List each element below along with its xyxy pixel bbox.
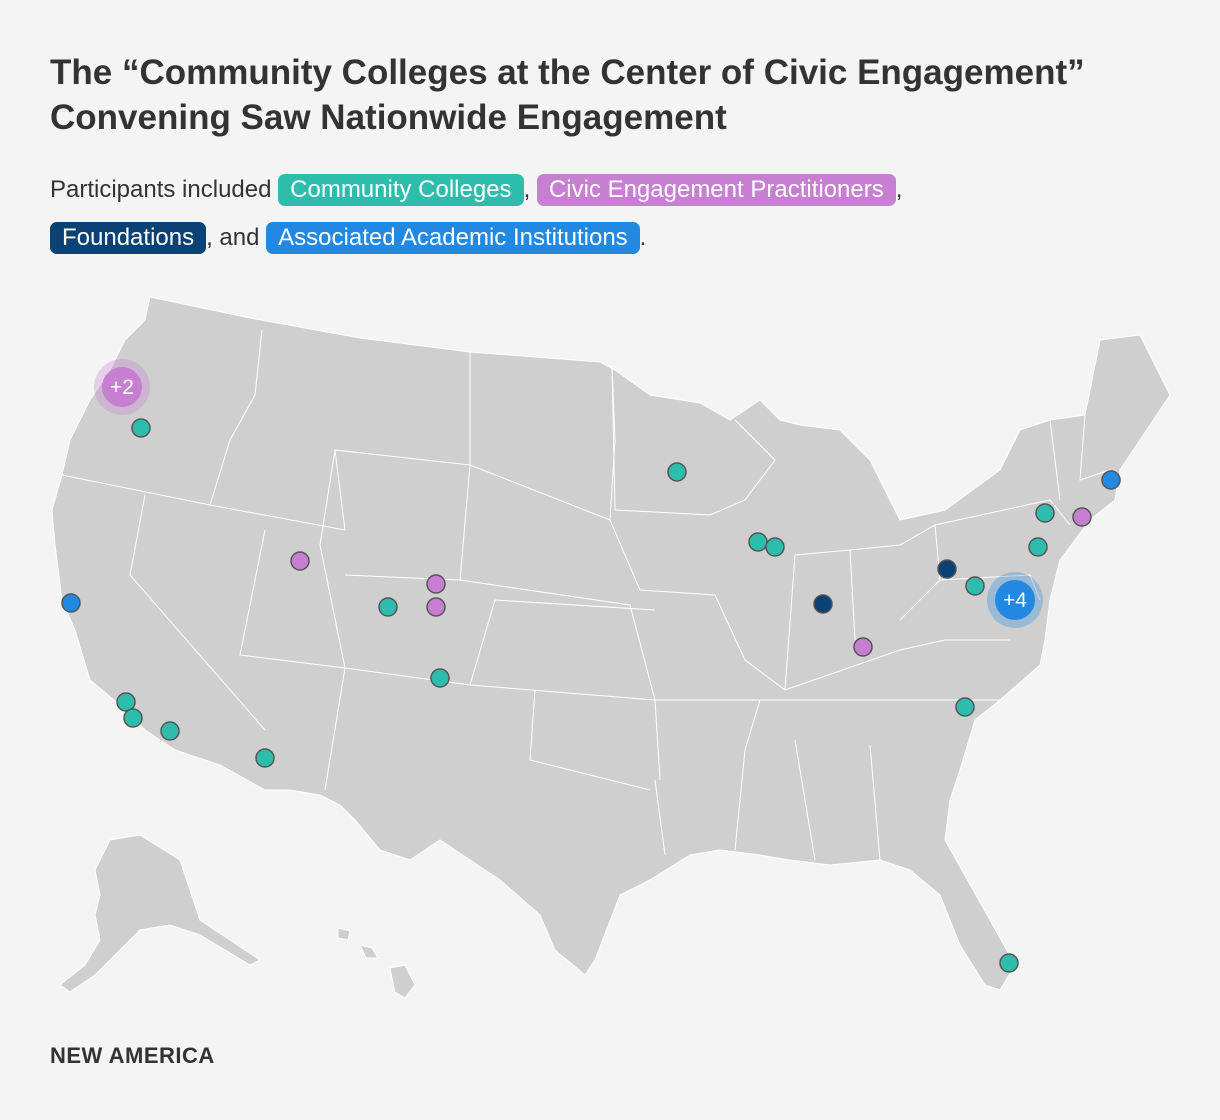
participant-marker-foundations[interactable] [937,559,957,579]
participant-marker-community-colleges[interactable] [1028,537,1048,557]
publisher-logo: NEW AMERICA [50,1043,215,1068]
cluster-count-label: +2 [110,376,134,399]
participant-marker-community-colleges[interactable] [667,462,687,482]
participant-marker-community-colleges[interactable] [999,953,1019,973]
legend-and: , and [206,224,260,251]
participant-marker-community-colleges[interactable] [123,708,143,728]
legend-prefix: Participants included [50,176,272,203]
participant-marker-community-colleges[interactable] [116,692,136,712]
legend-civic-practitioners[interactable]: Civic Engagement Practitioners [536,174,896,206]
cluster-marker[interactable] [102,367,142,407]
participant-marker-associated[interactable] [61,593,81,613]
cluster-count-label: +4 [1003,589,1027,612]
participant-marker-community-colleges[interactable] [430,668,450,688]
participant-marker-community-colleges[interactable] [765,537,785,557]
participant-marker-community-colleges[interactable] [378,597,398,617]
contiguous-us-shape [51,296,1171,991]
participant-marker-civic[interactable] [290,551,310,571]
participant-marker-associated[interactable] [1101,470,1121,490]
legend-sentence: Participants included Community Colleges… [50,166,1190,262]
us-map: +2 +4 [51,296,1171,999]
legend-foundations[interactable]: Foundations [50,222,207,254]
legend-separator: , [895,176,903,203]
alaska-shape [59,834,261,993]
participant-marker-foundations[interactable] [813,594,833,614]
us-landmass [51,296,1171,999]
participant-marker-civic[interactable] [1072,507,1092,527]
map-markers: +2 +4 [61,359,1121,973]
participant-marker-civic[interactable] [853,637,873,657]
participant-marker-community-colleges[interactable] [160,721,180,741]
participant-marker-community-colleges[interactable] [1035,503,1055,523]
cluster-marker[interactable] [995,580,1035,620]
participant-marker-community-colleges[interactable] [748,532,768,552]
participant-marker-community-colleges[interactable] [955,697,975,717]
hawaii-island [337,927,351,941]
legend-separator: , [523,176,531,203]
participant-marker-civic[interactable] [426,597,446,617]
legend-end: . [639,224,647,251]
legend-associated-institutions[interactable]: Associated Academic Institutions [266,222,640,254]
map-title: The “Community Colleges at the Center of… [50,53,1085,137]
participant-marker-community-colleges[interactable] [131,418,151,438]
hawaii-island [359,944,379,959]
legend-community-colleges[interactable]: Community Colleges [278,174,524,206]
participant-marker-community-colleges[interactable] [965,576,985,596]
hawaii-island [389,964,416,999]
participant-marker-community-colleges[interactable] [255,748,275,768]
participant-marker-civic[interactable] [426,574,446,594]
